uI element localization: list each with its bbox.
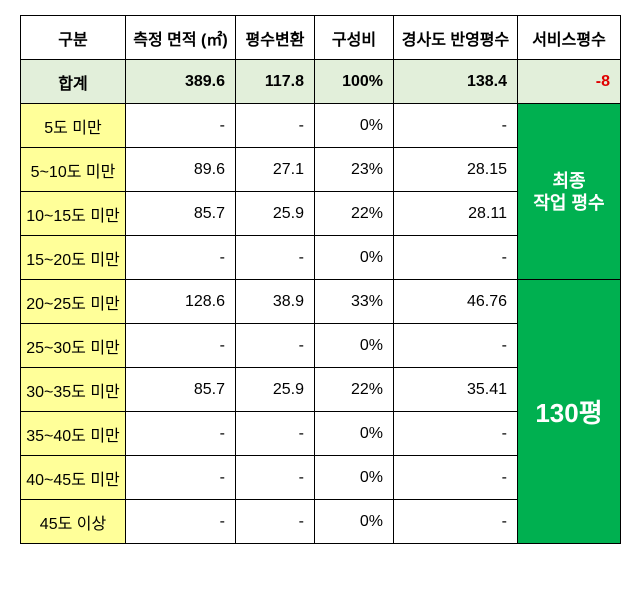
value-cell: - bbox=[235, 235, 315, 280]
value-cell: 0% bbox=[314, 235, 394, 280]
total-cell: 138.4 bbox=[393, 59, 518, 104]
value-cell: - bbox=[393, 235, 518, 280]
category-cell: 25~30도 미만 bbox=[20, 323, 126, 368]
final-value-cell: 130평 bbox=[517, 279, 621, 544]
category-cell: 45도 이상 bbox=[20, 499, 126, 544]
value-cell: 23% bbox=[314, 147, 394, 192]
header-cell: 측정 면적 (㎡) bbox=[125, 15, 236, 60]
data-row: 15~20도 미만 - -0% - bbox=[20, 235, 621, 280]
data-row: 45도 이상 - -0% - bbox=[20, 499, 621, 544]
value-cell: - bbox=[125, 499, 236, 544]
value-cell: 0% bbox=[314, 103, 394, 148]
data-row: 30~35도 미만 85.7 25.9 22% 35.41 bbox=[20, 367, 621, 412]
value-cell: 85.7 bbox=[125, 191, 236, 236]
value-cell: - bbox=[125, 455, 236, 500]
value-cell: 0% bbox=[314, 411, 394, 456]
value-cell: 28.15 bbox=[393, 147, 518, 192]
value-cell: - bbox=[235, 499, 315, 544]
value-cell: 25.9 bbox=[235, 367, 315, 412]
value-cell: 27.1 bbox=[235, 147, 315, 192]
value-cell: 22% bbox=[314, 191, 394, 236]
value-cell: 28.11 bbox=[393, 191, 518, 236]
value-cell: 35.41 bbox=[393, 367, 518, 412]
value-cell: 0% bbox=[314, 323, 394, 368]
data-row: 40~45도 미만 - -0% - bbox=[20, 455, 621, 500]
value-cell: - bbox=[125, 411, 236, 456]
final-label-cell: 최종 작업 평수 bbox=[517, 103, 621, 280]
value-cell: 85.7 bbox=[125, 367, 236, 412]
area-table: 구분 측정 면적 (㎡) 평수변환 구성비 경사도 반영평수 서비스평수 합계 389.6 11… bbox=[20, 15, 621, 544]
data-row: 25~30도 미만 - -0% - bbox=[20, 323, 621, 368]
value-cell: - bbox=[125, 323, 236, 368]
category-cell: 15~20도 미만 bbox=[20, 235, 126, 280]
category-cell: 10~15도 미만 bbox=[20, 191, 126, 236]
total-cell: 100% bbox=[314, 59, 394, 104]
value-cell: - bbox=[235, 411, 315, 456]
table-body: 구분 측정 면적 (㎡) 평수변환 구성비 경사도 반영평수 서비스평수 합계 389.6 11… bbox=[20, 15, 621, 544]
value-cell: - bbox=[125, 235, 236, 280]
final-label-line: 최종 bbox=[552, 170, 586, 191]
total-row: 합계 389.6 117.8 100% 138.4 -8 bbox=[20, 59, 621, 104]
value-cell: 33% bbox=[314, 279, 394, 324]
value-cell: 25.9 bbox=[235, 191, 315, 236]
category-cell: 30~35도 미만 bbox=[20, 367, 126, 412]
data-row: 5도 미만 - -0% - 최종 작업 평수 bbox=[20, 103, 621, 280]
header-cell: 평수변환 bbox=[235, 15, 315, 60]
value-cell: - bbox=[393, 323, 518, 368]
category-cell: 35~40도 미만 bbox=[20, 411, 126, 456]
value-cell: - bbox=[393, 455, 518, 500]
category-cell: 40~45도 미만 bbox=[20, 455, 126, 500]
data-row: 5~10도 미만 89.6 27.1 23% 28.15 bbox=[20, 147, 621, 192]
value-cell: 46.76 bbox=[393, 279, 518, 324]
header-cell: 경사도 반영평수 bbox=[393, 15, 518, 60]
category-cell: 5도 미만 bbox=[20, 103, 126, 148]
value-cell: - bbox=[235, 455, 315, 500]
header-cell: 구성비 bbox=[314, 15, 394, 60]
value-cell: 38.9 bbox=[235, 279, 315, 324]
header-row: 구분 측정 면적 (㎡) 평수변환 구성비 경사도 반영평수 서비스평수 bbox=[20, 15, 621, 60]
value-cell: 22% bbox=[314, 367, 394, 412]
value-cell: 128.6 bbox=[125, 279, 236, 324]
value-cell: - bbox=[393, 411, 518, 456]
total-cell: -8 bbox=[517, 59, 621, 104]
value-cell: - bbox=[393, 499, 518, 544]
data-row: 10~15도 미만 85.7 25.9 22% 28.11 bbox=[20, 191, 621, 236]
value-cell: 89.6 bbox=[125, 147, 236, 192]
value-cell: - bbox=[125, 103, 236, 148]
value-cell: 0% bbox=[314, 455, 394, 500]
header-cell: 구분 bbox=[20, 15, 126, 60]
data-row: 35~40도 미만 - -0% - bbox=[20, 411, 621, 456]
total-cell: 389.6 bbox=[125, 59, 236, 104]
total-cell: 117.8 bbox=[235, 59, 315, 104]
category-cell: 20~25도 미만 bbox=[20, 279, 126, 324]
total-cell: 합계 bbox=[20, 59, 126, 104]
value-cell: - bbox=[235, 323, 315, 368]
final-label-line: 작업 평수 bbox=[533, 192, 605, 213]
value-cell: - bbox=[235, 103, 315, 148]
value-cell: 0% bbox=[314, 499, 394, 544]
category-cell: 5~10도 미만 bbox=[20, 147, 126, 192]
data-row: 20~25도 미만 128.6 38.9 33% 46.76 130평 bbox=[20, 279, 621, 544]
value-cell: - bbox=[393, 103, 518, 148]
header-cell: 서비스평수 bbox=[517, 15, 621, 60]
